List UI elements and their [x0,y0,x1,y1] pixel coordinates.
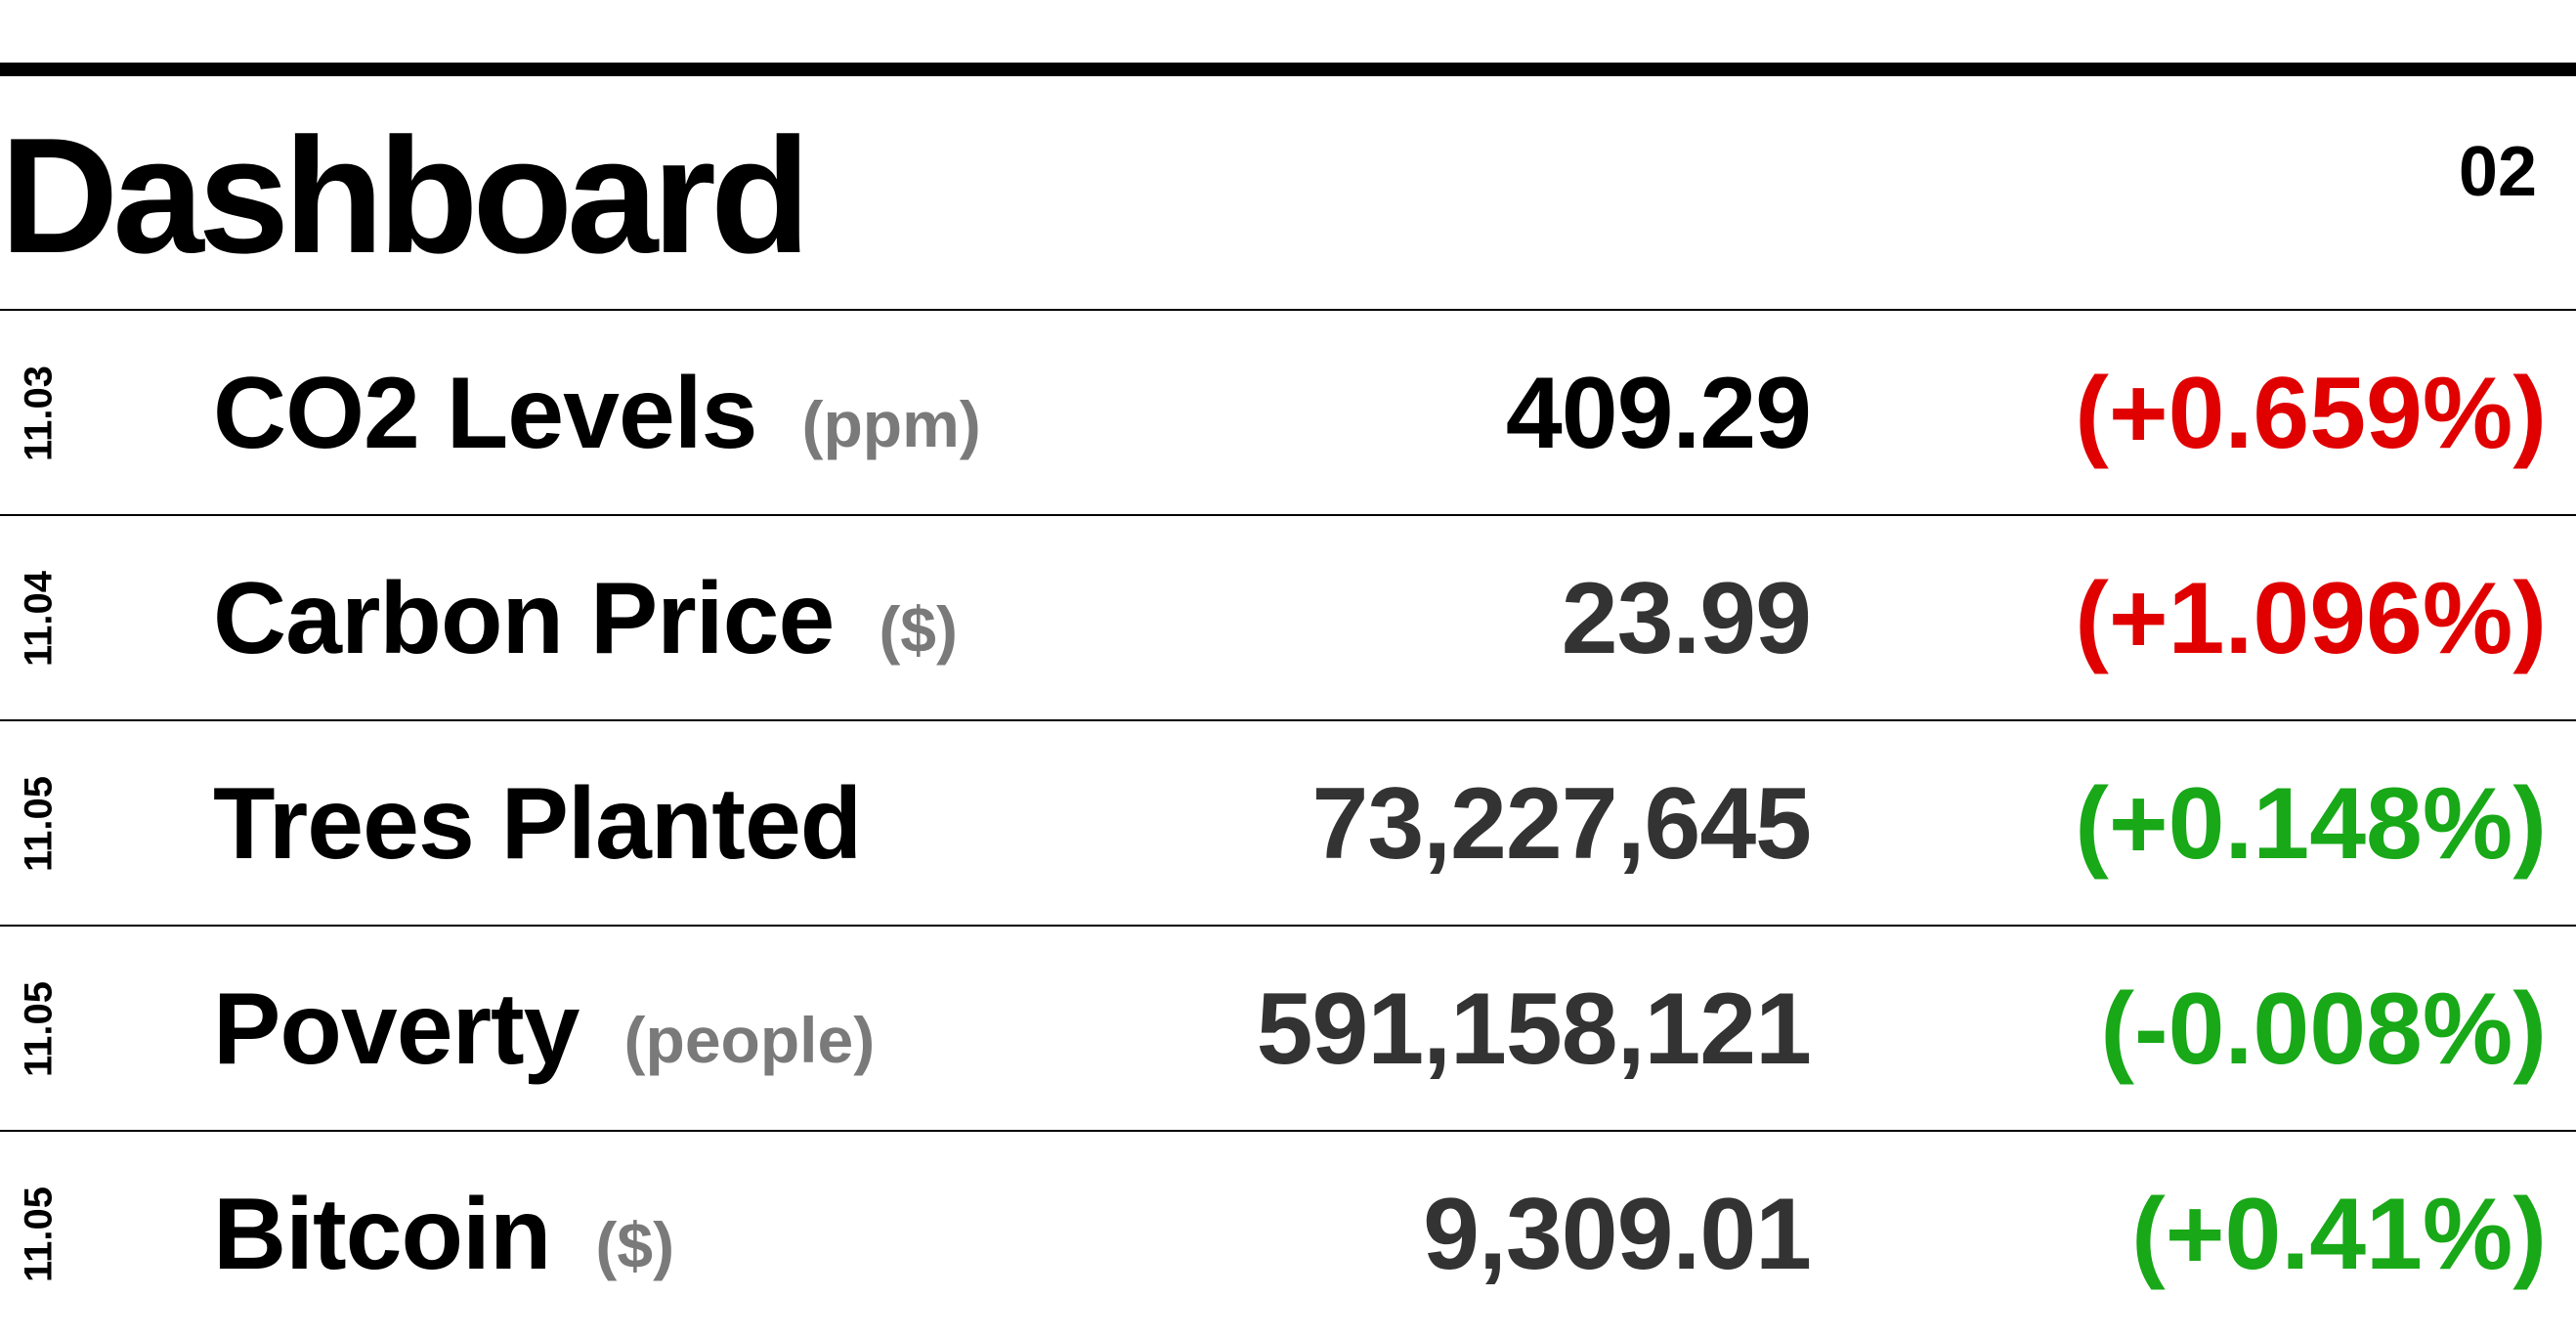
metric-unit: ($) [595,1209,675,1281]
metric-row-bitcoin: 11.05 Bitcoin ($) 9,309.01 (+0.41%) [0,1132,2576,1337]
metric-date: 11.05 [17,1187,61,1282]
metric-unit: (ppm) [801,388,981,460]
metric-name: CO2 Levels [213,356,758,470]
metric-change: (+0.659%) [2075,356,2547,470]
metric-row-trees-planted: 11.05 Trees Planted 73,227,645 (+0.148%) [0,721,2576,927]
metric-change: (+0.41%) [2131,1177,2547,1291]
metric-name: Carbon Price [213,561,835,675]
metric-label: CO2 Levels (ppm) [213,311,981,516]
metric-row-poverty: 11.05 Poverty (people) 591,158,121 (-0.0… [0,927,2576,1132]
metric-name: Bitcoin [213,1177,551,1291]
metric-name: Trees Planted [213,766,862,881]
metric-date: 11.05 [17,981,61,1077]
top-rule [0,63,2576,76]
page-title: Dashboard [0,104,810,287]
title-strike-line [0,264,831,269]
metric-unit: ($) [879,593,958,666]
metric-label: Trees Planted [213,721,862,927]
metric-change: (+0.148%) [2075,766,2547,881]
metric-value: 409.29 [1505,356,1812,470]
metric-row-carbon-price: 11.04 Carbon Price ($) 23.99 (+1.096%) [0,516,2576,721]
metric-label: Bitcoin ($) [213,1132,674,1337]
metrics-list: 11.03 CO2 Levels (ppm) 409.29 (+0.659%) … [0,311,2576,1337]
page-number: 02 [2458,133,2537,211]
metric-name: Poverty [213,972,580,1086]
metric-value: 73,227,645 [1311,766,1812,881]
metric-label: Carbon Price ($) [213,516,958,721]
dashboard-header: Dashboard 02 [0,76,2576,311]
metric-label: Poverty (people) [213,927,875,1132]
metric-date: 11.05 [17,776,61,872]
metric-change: (+1.096%) [2075,561,2547,675]
metric-date: 11.03 [17,366,61,461]
metric-row-co2: 11.03 CO2 Levels (ppm) 409.29 (+0.659%) [0,311,2576,516]
metric-value: 591,158,121 [1256,972,1812,1086]
metric-date: 11.04 [17,571,61,667]
metric-unit: (people) [623,1004,876,1076]
metric-value: 9,309.01 [1423,1177,1812,1291]
metric-value: 23.99 [1561,561,1812,675]
metric-change: (-0.008%) [2100,972,2547,1086]
